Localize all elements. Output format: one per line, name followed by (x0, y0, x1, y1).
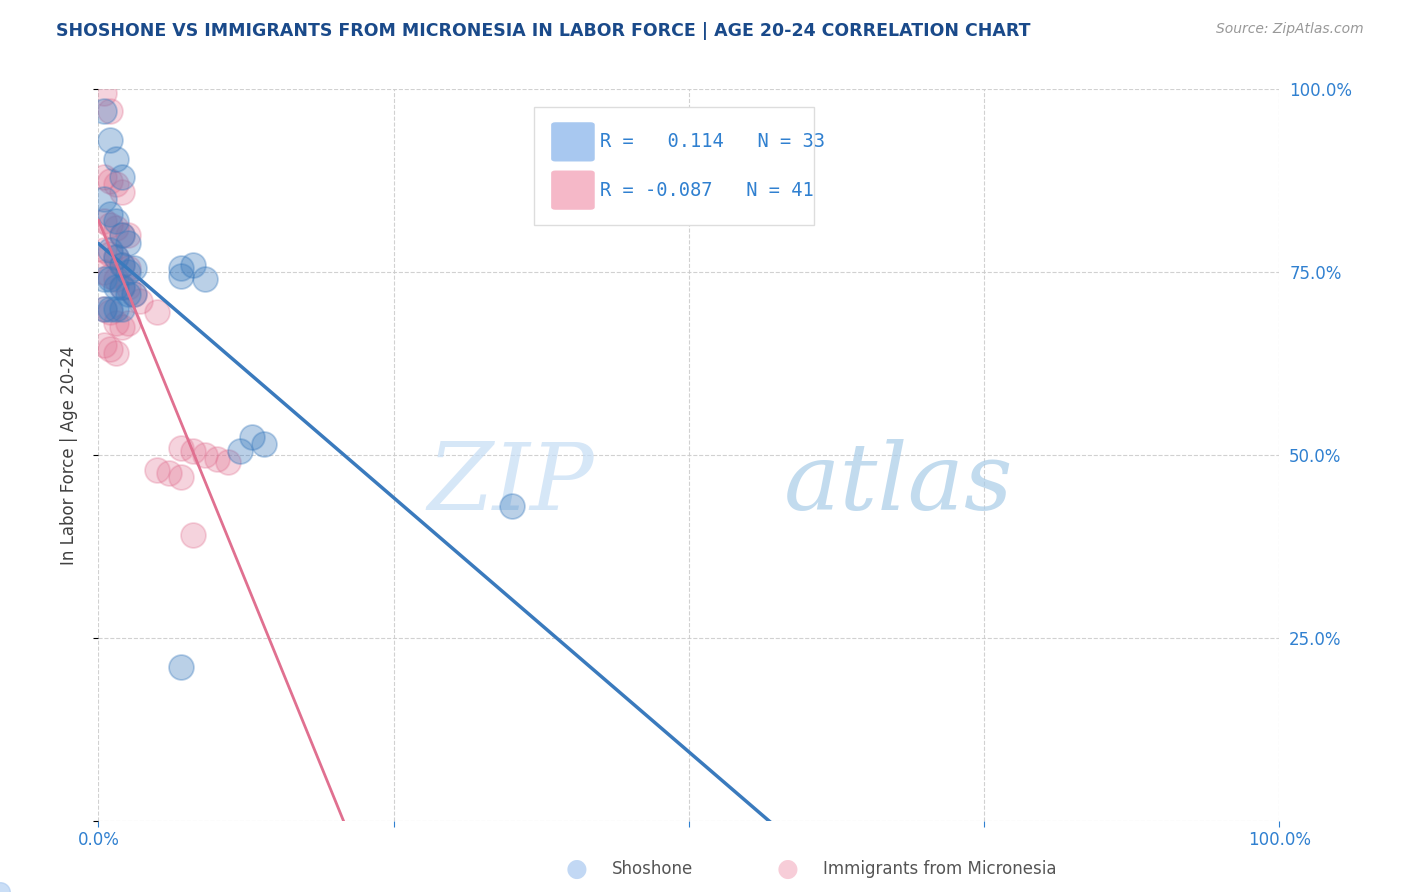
Point (87, 814, 110, 828)
Point (501, 499, 523, 513)
Point (181, 444, 204, 458)
Point (146, 305, 169, 319)
Point (111, 320, 134, 334)
Point (105, 272, 128, 286)
Point (105, 214, 128, 228)
Point (111, 185, 134, 199)
Y-axis label: In Labor Force | Age 20-24: In Labor Force | Age 20-24 (59, 345, 77, 565)
Point (157, 466, 180, 480)
Point (117, 316, 139, 330)
Point (117, 287, 139, 301)
Point (105, 178, 128, 192)
Point (98, 218, 121, 232)
Point (229, 444, 252, 458)
Point (122, 287, 145, 301)
Point (93, 192, 115, 206)
Point (98, 133, 121, 147)
Point (111, 279, 134, 293)
Point (111, 258, 134, 272)
Text: ●: ● (776, 857, 799, 880)
Point (181, 528, 204, 542)
Point (93, 338, 115, 352)
Point (170, 268, 193, 283)
Point (111, 169, 134, 184)
Point (98, 104, 121, 119)
Point (93, 301, 115, 316)
Point (194, 448, 217, 462)
Point (98, 243, 121, 257)
Point (105, 152, 128, 166)
Point (205, 451, 228, 466)
Text: R =   0.114   N = 33: R = 0.114 N = 33 (600, 132, 825, 152)
Point (111, 301, 134, 316)
Text: ●: ● (565, 857, 588, 880)
Point (105, 221, 128, 235)
Point (122, 287, 145, 301)
Point (98, 206, 121, 220)
Point (105, 279, 128, 293)
Text: Immigrants from Micronesia: Immigrants from Micronesia (823, 860, 1056, 878)
Point (128, 294, 150, 309)
Point (117, 279, 139, 293)
Point (217, 455, 239, 469)
Point (181, 258, 204, 272)
Point (98, 268, 121, 283)
Point (170, 660, 193, 674)
Point (117, 261, 139, 276)
Point (98, 305, 121, 319)
Point (122, 261, 145, 276)
Point (105, 301, 128, 316)
Point (117, 265, 139, 279)
Point (194, 272, 217, 286)
Point (111, 228, 134, 243)
Point (170, 441, 193, 455)
Point (170, 470, 193, 484)
Point (111, 228, 134, 243)
Point (117, 235, 139, 250)
Point (98, 301, 121, 316)
Text: ZIP: ZIP (427, 439, 595, 529)
Point (98, 173, 121, 188)
Point (93, 265, 115, 279)
Text: Shoshone: Shoshone (612, 860, 693, 878)
Point (253, 437, 276, 451)
Point (98, 272, 121, 286)
Point (111, 279, 134, 293)
Point (93, 243, 115, 257)
Point (240, 430, 263, 444)
Point (105, 251, 128, 265)
Point (93, 214, 115, 228)
Point (93, 104, 115, 119)
Point (93, 86, 115, 100)
Point (93, 272, 115, 286)
Point (98, 246, 121, 260)
Text: Source: ZipAtlas.com: Source: ZipAtlas.com (1216, 22, 1364, 37)
Text: R = -0.087   N = 41: R = -0.087 N = 41 (600, 181, 814, 200)
Point (98, 342, 121, 356)
Point (105, 345, 128, 359)
Point (105, 251, 128, 265)
Point (105, 316, 128, 330)
Point (93, 169, 115, 184)
Text: atlas: atlas (783, 439, 1012, 529)
Point (117, 228, 139, 243)
Point (93, 301, 115, 316)
Point (146, 462, 169, 476)
Point (111, 258, 134, 272)
Text: SHOSHONE VS IMMIGRANTS FROM MICRONESIA IN LABOR FORCE | AGE 20-24 CORRELATION CH: SHOSHONE VS IMMIGRANTS FROM MICRONESIA I… (56, 22, 1031, 40)
Point (170, 261, 193, 276)
